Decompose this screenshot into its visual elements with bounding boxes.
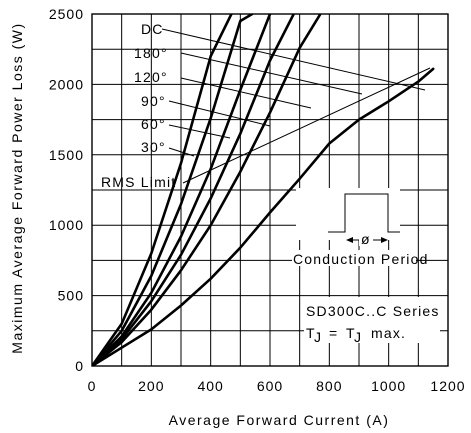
waveform (328, 193, 400, 233)
series-labels: DC 180° 120° 90° 60° 30° RMS Limit (101, 21, 176, 190)
tj-letter: T (306, 325, 316, 341)
label-rms-limit: RMS Limit (101, 174, 176, 190)
series-curves (92, 14, 435, 366)
series-curve-60 (92, 14, 254, 366)
label-180: 180° (134, 45, 168, 61)
x-tick-label: 1000 (371, 378, 406, 394)
tj-letter-2: T (346, 325, 356, 341)
tj-sub-2: J (354, 329, 362, 345)
grid (91, 13, 449, 367)
series-curve-180 (92, 14, 322, 366)
x-tick-label: 800 (316, 378, 342, 394)
x-tick-label: 200 (138, 378, 164, 394)
y-tick-label: 500 (58, 288, 84, 304)
leader-rms (182, 67, 431, 184)
series-curve-30 (92, 14, 233, 366)
conduction-period-label: Conduction Period (293, 251, 429, 267)
series-curve-DC (92, 67, 435, 366)
y-tick-label: 2500 (49, 6, 84, 22)
leader-dc (161, 28, 426, 91)
x-tick-label: 400 (197, 378, 223, 394)
series-curve-90 (92, 14, 272, 366)
y-tick-label: 1000 (49, 217, 84, 233)
label-120: 120° (134, 69, 168, 85)
leader-30 (168, 147, 195, 157)
leader-60 (168, 124, 231, 139)
x-axis-label: Average Forward Current (A) (169, 412, 390, 428)
series-note: SD300C..C Series T J = T J max. (304, 297, 440, 345)
leader-180 (180, 52, 363, 95)
tj-max: max. (371, 325, 406, 341)
label-dc: DC (141, 21, 164, 37)
leader-lines (161, 28, 431, 184)
x-tick-label: 1200 (430, 378, 465, 394)
y-tick-labels: 0 500 1000 1500 2000 2500 (49, 6, 84, 374)
conduction-period-inset: ø Conduction Period (292, 188, 429, 267)
y-tick-label: 0 (75, 358, 84, 374)
y-tick-label: 2000 (49, 76, 84, 92)
label-30: 30° (141, 139, 166, 155)
x-tick-labels: 0 200 400 600 800 1000 1200 (88, 378, 465, 394)
tj-eq: = (329, 325, 338, 341)
leader-90 (168, 100, 271, 127)
series-name: SD300C..C Series (306, 303, 440, 319)
series-curve-120 (92, 14, 295, 366)
x-tick-label: 0 (88, 378, 97, 394)
y-tick-label: 1500 (49, 147, 84, 163)
label-90: 90° (141, 93, 166, 109)
tj-sub: J (314, 329, 322, 345)
phi-label: ø (361, 231, 371, 247)
x-tick-label: 600 (257, 378, 283, 394)
label-60: 60° (141, 116, 166, 132)
leader-120 (180, 77, 312, 109)
y-axis-label: Maximum Average Forward Power Loss (W) (9, 22, 25, 353)
